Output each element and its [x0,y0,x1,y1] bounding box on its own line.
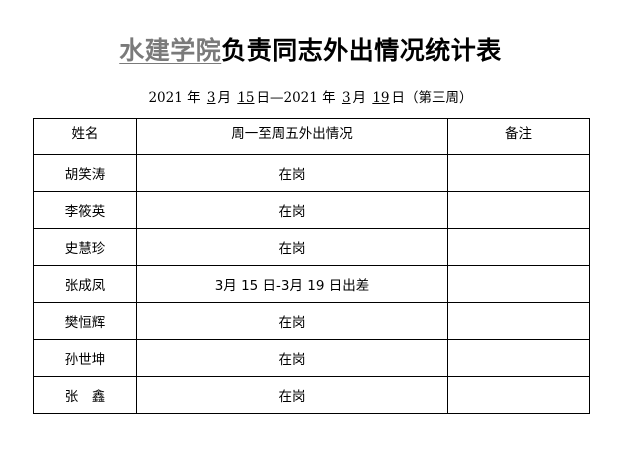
label: 月 [352,90,367,106]
note-cell [447,376,590,414]
label: 月 [217,90,232,106]
note-cell [447,265,590,303]
status-cell: 在岗 [136,154,448,192]
week-label: （第三周） [405,90,473,106]
label: 日 [391,90,406,106]
table-row: 李筱英 在岗 [33,191,590,229]
label: 日— [256,90,284,106]
absence-table: 姓名 周一至周五外出情况 备注 胡笑涛 在岗 李筱英 在岗 史慧珍 在岗 张成凤 3月 … [33,118,590,414]
name-cell: 张 鑫 [33,376,137,414]
table-row: 张 鑫在岗 [33,376,590,414]
title-text: 负责同志外出情况统计表 [221,36,502,65]
header-name: 姓名 [33,118,137,155]
status-cell: 在岗 [136,376,448,414]
start-year: 2021 [148,90,183,106]
note-cell [447,228,590,266]
end-month: 3 [341,90,351,106]
end-year: 2021 [283,90,318,106]
table-row: 张成凤 3月 15 日-3月 19 日出差 [33,265,590,303]
name-cell: 胡笑涛 [33,154,137,192]
label: 年 [187,90,201,106]
status-cell: 在岗 [136,302,448,340]
name-cell: 樊恒辉 [33,302,137,340]
header-note: 备注 [447,118,590,155]
name-cell: 张成凤 [33,265,137,303]
note-cell [447,191,590,229]
header-status: 周一至周五外出情况 [136,118,448,155]
table-row: 孙世坤 在岗 [33,339,590,377]
status-cell: 在岗 [136,191,448,229]
note-cell [447,302,590,340]
status-cell: 3月 15 日-3月 19 日出差 [136,265,448,303]
start-month: 3 [206,90,216,106]
page-title: 水建学院负责同志外出情况统计表 [0,31,621,67]
table-row: 樊恒辉 在岗 [33,302,590,340]
end-day: 19 [372,90,390,106]
note-cell [447,339,590,377]
label: 年 [322,90,336,106]
name-cell: 史慧珍 [33,228,137,266]
table-row: 胡笑涛 在岗 [33,154,590,192]
table-header-row: 姓名 周一至周五外出情况 备注 [33,118,590,155]
note-cell [447,154,590,192]
org-name: 水建学院 [119,36,222,65]
start-day: 15 [237,90,255,106]
table-row: 史慧珍 在岗 [33,228,590,266]
status-cell: 在岗 [136,339,448,377]
name-cell: 李筱英 [33,191,137,229]
status-cell: 在岗 [136,228,448,266]
name-cell: 孙世坤 [33,339,137,377]
